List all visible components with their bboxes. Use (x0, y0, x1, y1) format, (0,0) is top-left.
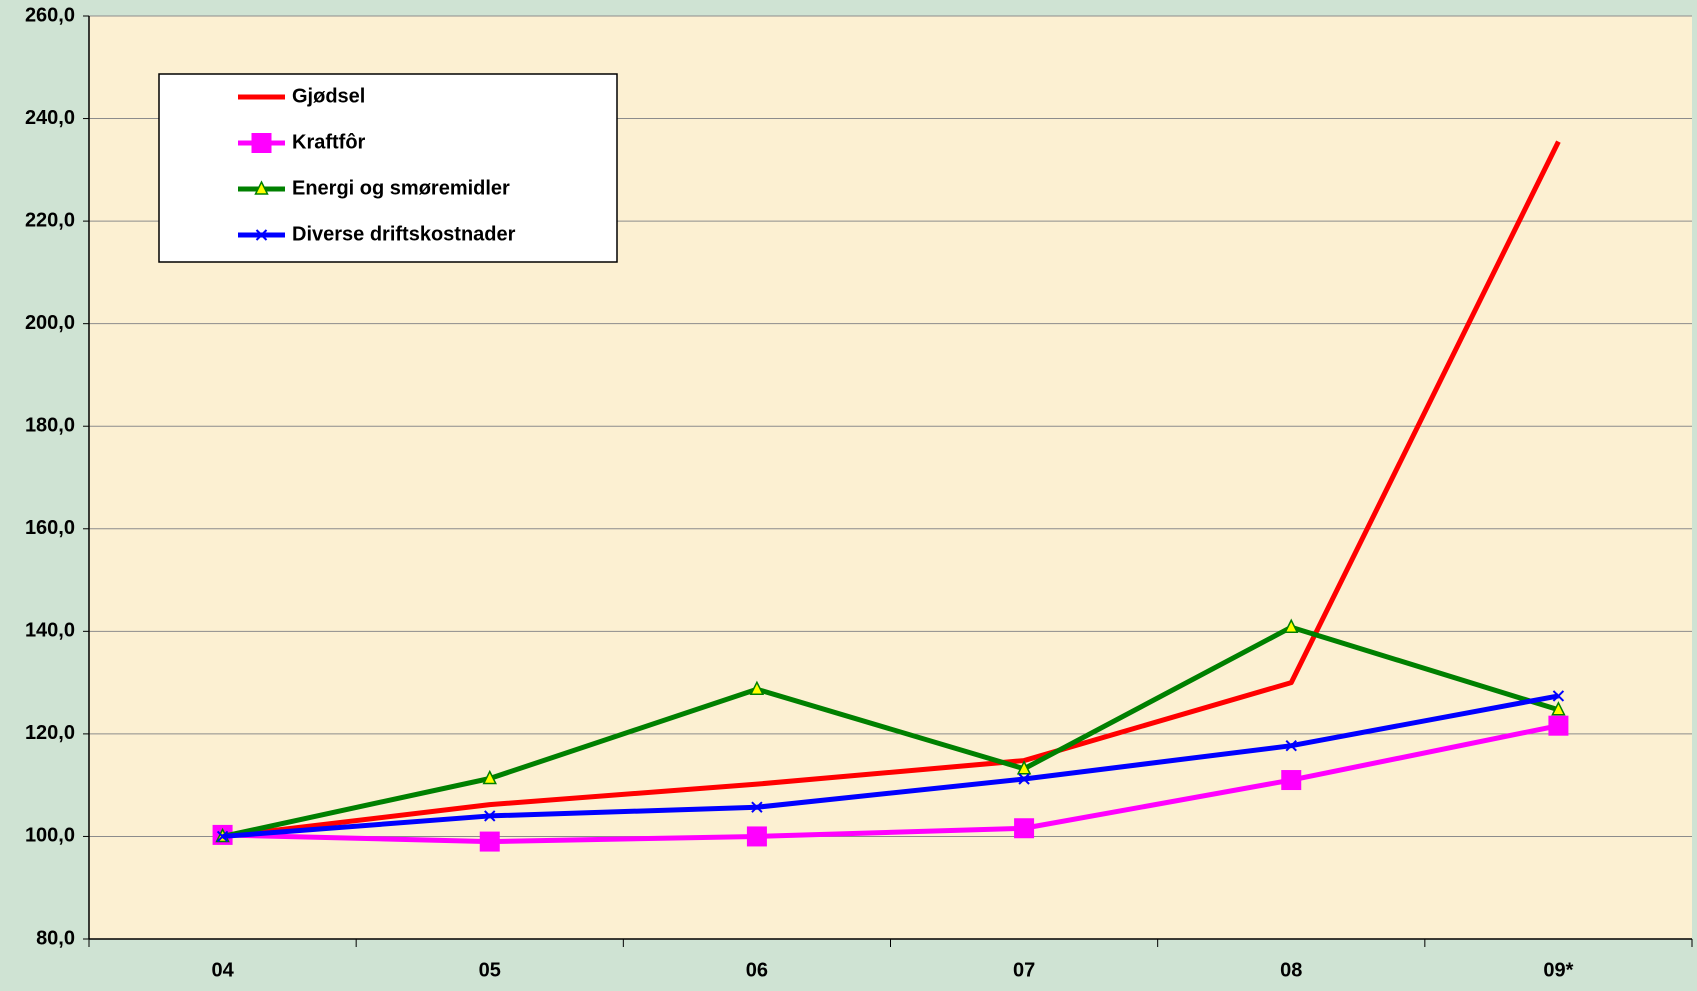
marker (255, 229, 268, 241)
x-tick-label: 06 (746, 959, 768, 981)
y-tick-label: 160,0 (25, 517, 75, 539)
y-tick-label: 220,0 (25, 209, 75, 231)
marker (1284, 618, 1299, 633)
x-tick-label: 09* (1543, 959, 1573, 981)
marker (251, 133, 272, 153)
series-line (222, 693, 1559, 839)
legend: Gjødsel Kraftfôr Energi og smøremidler Dive… (158, 73, 618, 263)
series-line (222, 140, 1561, 839)
y-tick-label: 240,0 (25, 107, 75, 129)
marker (482, 769, 497, 785)
x-tick-label: 07 (1013, 959, 1035, 981)
legend-label: Gjødsel (292, 85, 365, 107)
marker (1548, 715, 1569, 736)
marker (1551, 701, 1566, 716)
y-tick-label: 80,0 (36, 927, 75, 949)
series-line (222, 723, 1559, 845)
legend-label: Kraftfôr (292, 131, 366, 153)
y-tick-label: 200,0 (25, 312, 75, 334)
y-tick-label: 260,0 (25, 4, 75, 26)
x-tick-label: 08 (1280, 959, 1302, 981)
marker (484, 810, 496, 822)
y-tick-label: 140,0 (25, 620, 75, 642)
marker (749, 680, 765, 696)
series-line (222, 624, 1560, 839)
legend-label: Energi og smøremidler (292, 177, 510, 199)
marker (1016, 760, 1032, 775)
marker (751, 801, 763, 813)
y-tick-label: 120,0 (25, 722, 75, 744)
marker (1014, 818, 1035, 839)
marker (1552, 690, 1565, 702)
marker (1285, 739, 1297, 752)
marker (479, 831, 500, 852)
legend-label: Diverse driftskostnader (292, 223, 516, 245)
y-tick-label: 180,0 (25, 415, 75, 437)
marker (254, 180, 269, 195)
marker (746, 826, 767, 847)
legend-box (158, 73, 618, 263)
marker (1018, 773, 1030, 785)
x-tick-label: 04 (211, 959, 234, 981)
y-tick-label: 100,0 (25, 825, 75, 847)
marker (216, 830, 229, 843)
x-tick-label: 05 (479, 959, 501, 981)
marker (1281, 770, 1302, 791)
